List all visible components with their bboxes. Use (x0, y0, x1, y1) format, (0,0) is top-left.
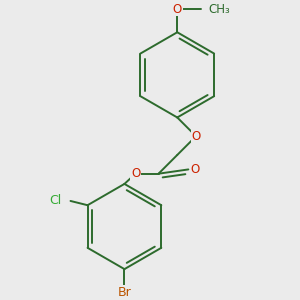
Text: O: O (191, 130, 201, 143)
Text: O: O (131, 167, 140, 180)
Text: Cl: Cl (50, 194, 62, 208)
Text: O: O (190, 163, 200, 176)
Text: Br: Br (118, 286, 131, 298)
Text: CH₃: CH₃ (208, 3, 230, 16)
Text: O: O (172, 3, 182, 16)
